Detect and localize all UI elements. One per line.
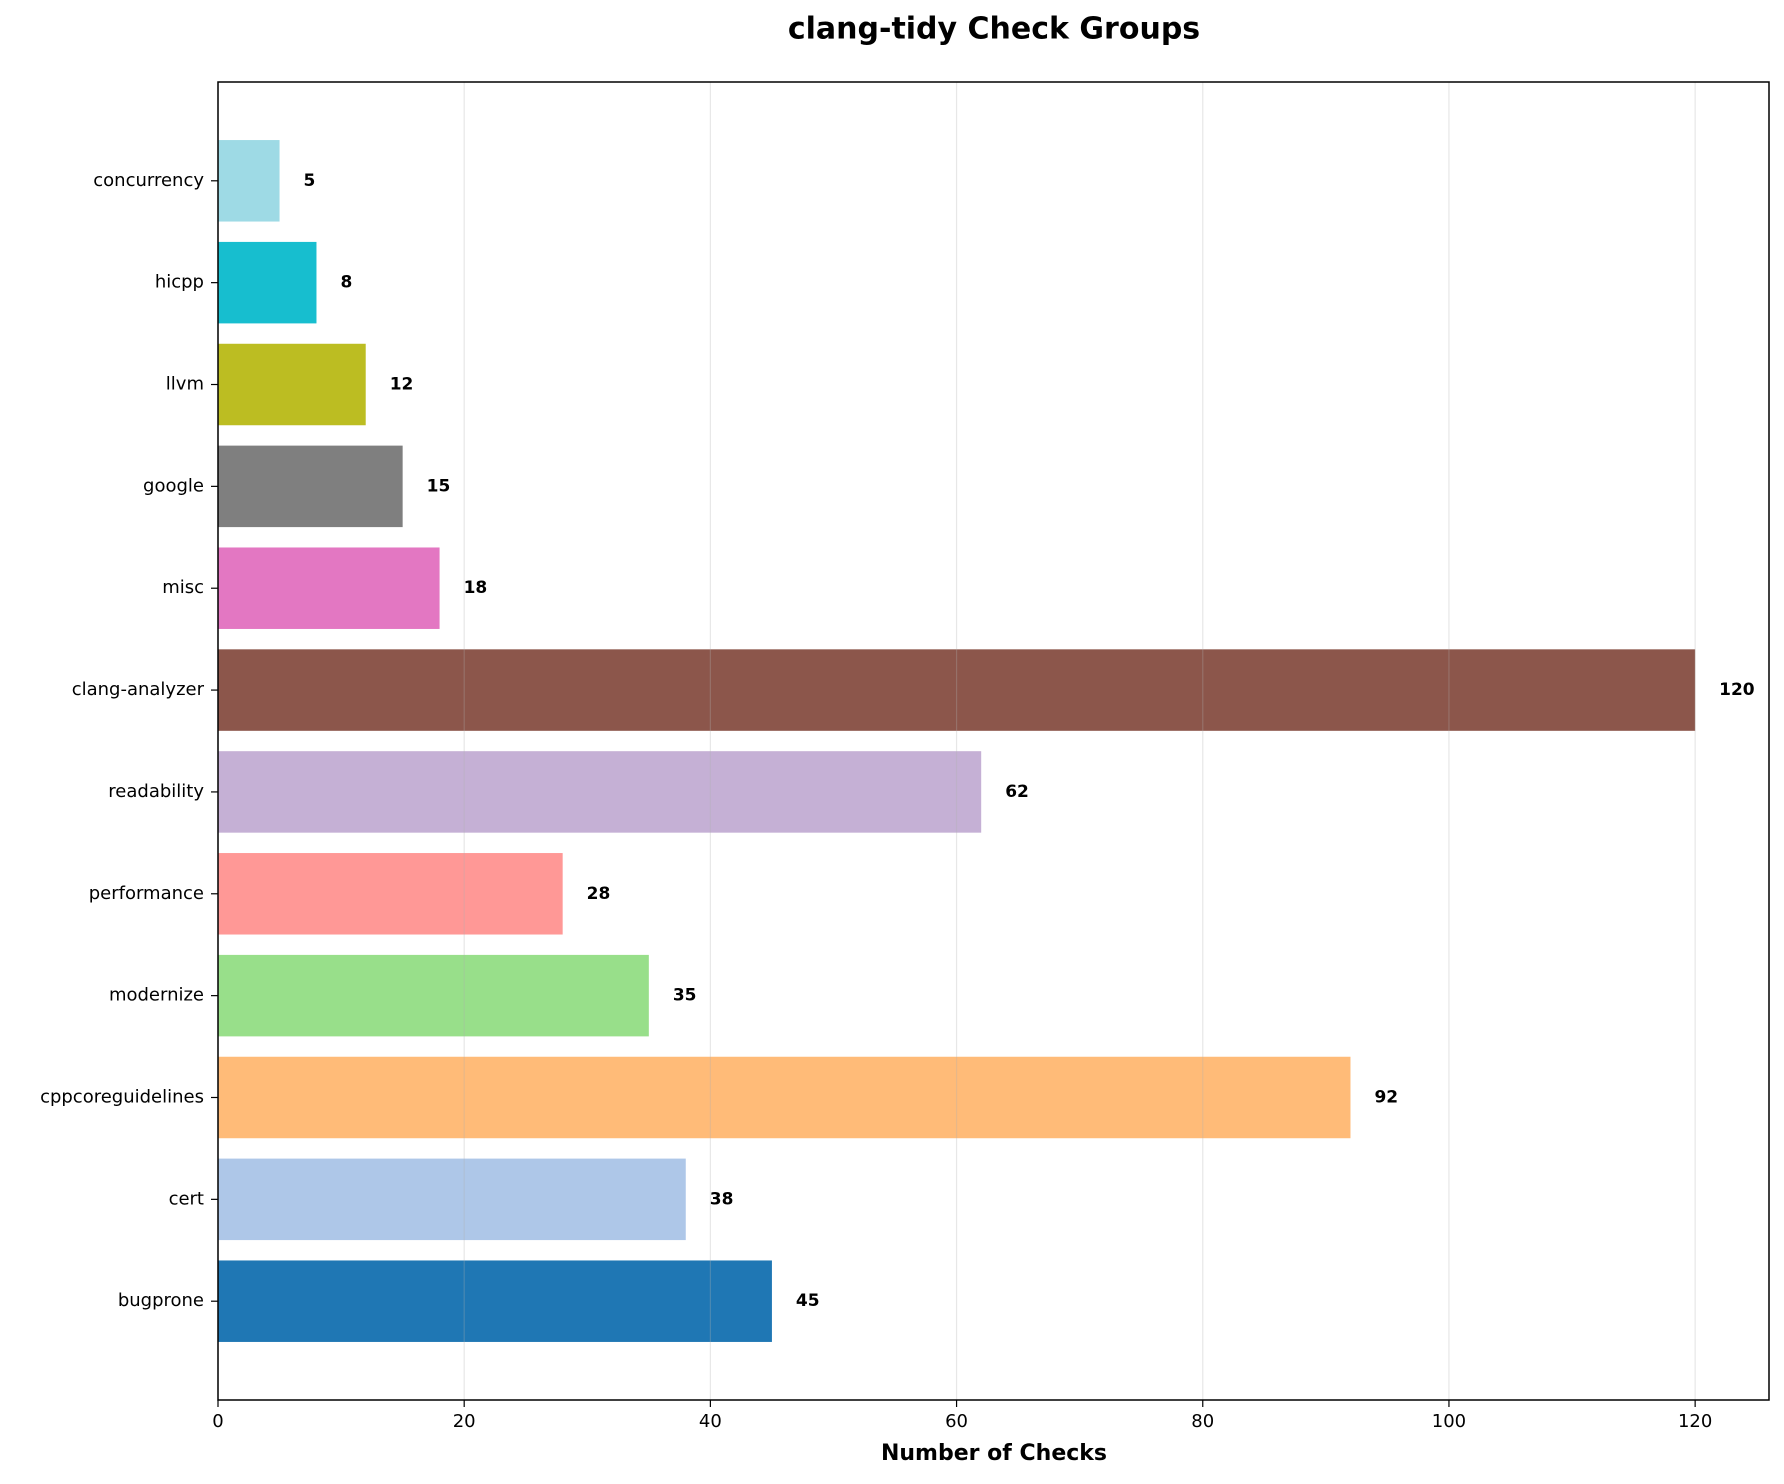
x-tick-label: 0 <box>212 1411 223 1432</box>
bar <box>218 547 440 629</box>
bar <box>218 140 280 222</box>
chart-title: clang-tidy Check Groups <box>788 12 1200 47</box>
y-tick-label: cppcoreguidelines <box>40 1086 204 1107</box>
bar <box>218 1158 686 1241</box>
bar <box>218 241 317 324</box>
data-label: 92 <box>1374 1087 1398 1107</box>
data-label: 5 <box>304 171 316 191</box>
data-label: 120 <box>1719 680 1755 700</box>
data-label: 45 <box>796 1291 820 1311</box>
data-label: 12 <box>390 375 414 395</box>
data-label: 62 <box>1005 782 1029 802</box>
x-tick-label: 100 <box>1432 1411 1466 1432</box>
y-tick-label: google <box>143 475 204 496</box>
y-tick-label: readability <box>108 781 204 802</box>
bar <box>218 649 1696 731</box>
y-tick-label: performance <box>89 883 204 904</box>
y-tick-label: modernize <box>109 985 204 1006</box>
bar <box>218 445 403 528</box>
y-tick-label: concurrency <box>93 170 204 191</box>
bar <box>218 343 366 426</box>
y-tick-label: hicpp <box>155 272 204 293</box>
x-tick-label: 80 <box>1191 1411 1214 1432</box>
bar <box>218 853 563 935</box>
x-tick-label: 20 <box>453 1411 476 1432</box>
bar <box>218 1056 1351 1139</box>
y-tick-label: bugprone <box>118 1290 204 1311</box>
data-label: 35 <box>673 986 697 1006</box>
data-label: 28 <box>587 884 611 904</box>
x-tick-label: 60 <box>945 1411 968 1432</box>
x-tick-label: 120 <box>1678 1411 1712 1432</box>
data-label: 38 <box>710 1189 734 1209</box>
plot-frame <box>217 81 1770 1401</box>
bar <box>218 751 982 833</box>
data-label: 18 <box>464 578 488 598</box>
x-tick-label: 40 <box>699 1411 722 1432</box>
y-tick-label: cert <box>169 1188 204 1209</box>
bar <box>218 954 649 1037</box>
y-tick-label: clang-analyzer <box>72 679 205 700</box>
data-label: 8 <box>340 273 352 293</box>
x-axis-label: Number of Checks <box>881 1441 1107 1466</box>
y-tick-label: llvm <box>166 374 204 395</box>
y-tick-label: misc <box>162 577 204 598</box>
data-label: 15 <box>427 476 451 496</box>
bar <box>218 1260 772 1342</box>
